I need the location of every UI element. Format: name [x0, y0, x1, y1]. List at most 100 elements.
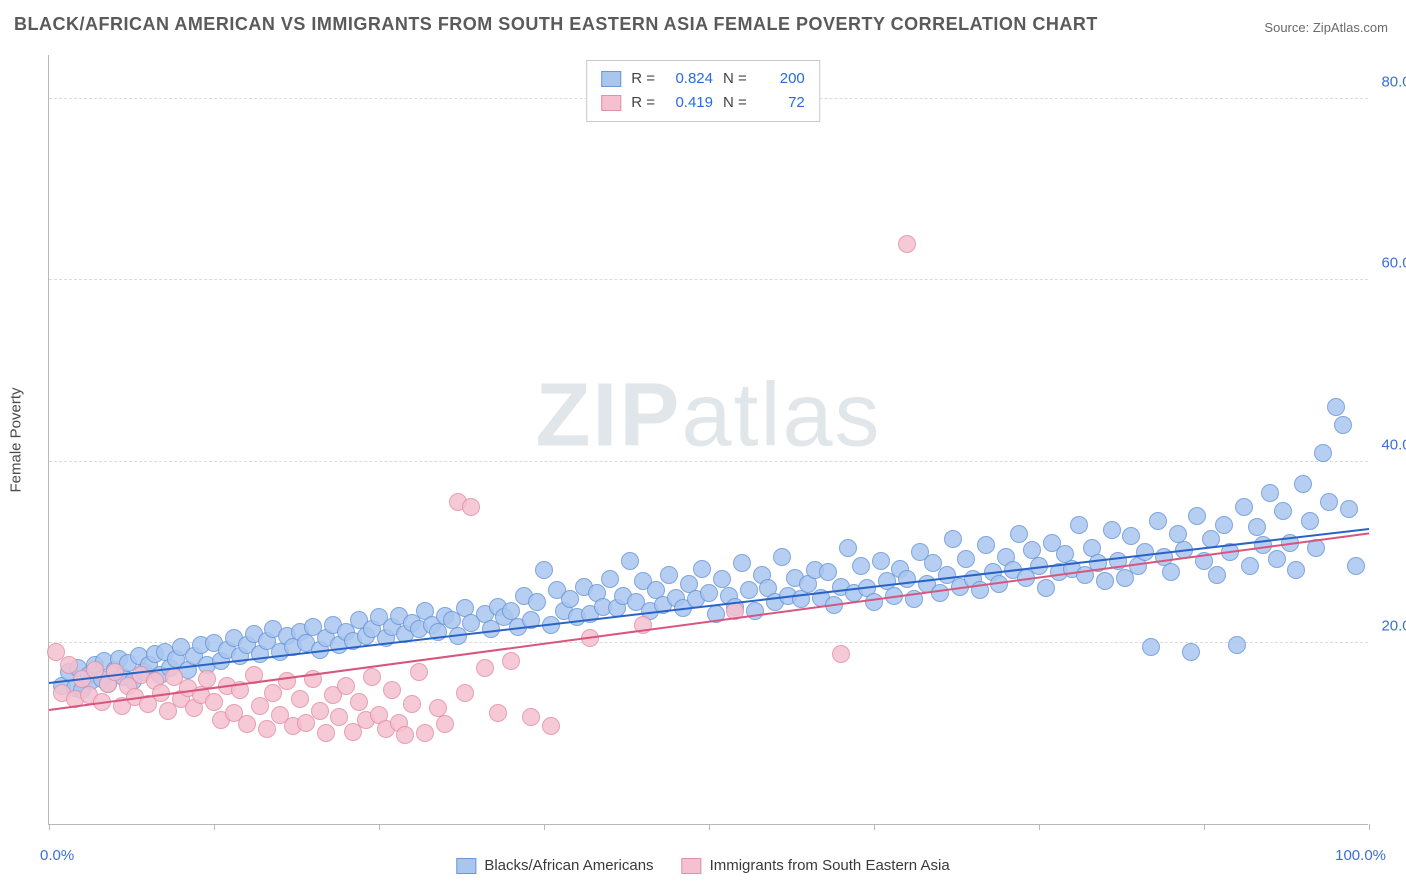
scatter-point-sea [898, 235, 916, 253]
scatter-point-sea [350, 693, 368, 711]
trend-line-sea [49, 532, 1369, 711]
y-axis-label: Female Poverty [8, 387, 25, 492]
scatter-point-sea [462, 498, 480, 516]
scatter-point-sea [429, 699, 447, 717]
chart-title: BLACK/AFRICAN AMERICAN VS IMMIGRANTS FRO… [14, 14, 1098, 35]
scatter-point-sea [238, 715, 256, 733]
scatter-point-sea [106, 663, 124, 681]
scatter-point-blacks [1327, 398, 1345, 416]
legend-stats: R = 0.824 N = 200 R = 0.419 N = 72 [586, 60, 820, 122]
scatter-point-blacks [1294, 475, 1312, 493]
chart-container: BLACK/AFRICAN AMERICAN VS IMMIGRANTS FRO… [0, 0, 1406, 892]
scatter-point-blacks [1261, 484, 1279, 502]
scatter-point-sea [278, 672, 296, 690]
x-tick [1369, 824, 1370, 830]
x-tick [544, 824, 545, 830]
scatter-point-sea [396, 726, 414, 744]
source-attribution: Source: ZipAtlas.com [1264, 20, 1388, 35]
r-label-1: R = [631, 67, 655, 91]
x-tick [1039, 824, 1040, 830]
scatter-point-blacks [1182, 643, 1200, 661]
scatter-point-blacks [865, 593, 883, 611]
legend-item-sea: Immigrants from South Eastern Asia [682, 857, 950, 874]
r-value-2: 0.419 [665, 91, 713, 115]
scatter-point-sea [436, 715, 454, 733]
x-tick [49, 824, 50, 830]
scatter-point-blacks [839, 539, 857, 557]
scatter-point-blacks [872, 552, 890, 570]
scatter-point-blacks [1301, 512, 1319, 530]
trend-line-blacks [49, 528, 1369, 684]
y-tick-label: 20.0% [1381, 617, 1406, 634]
n-label-2: N = [723, 91, 747, 115]
x-tick [709, 824, 710, 830]
scatter-point-blacks [1188, 507, 1206, 525]
scatter-point-blacks [977, 536, 995, 554]
scatter-point-sea [489, 704, 507, 722]
r-value-1: 0.824 [665, 67, 713, 91]
scatter-point-blacks [601, 570, 619, 588]
legend-stats-row-sea: R = 0.419 N = 72 [601, 91, 805, 115]
scatter-point-blacks [1215, 516, 1233, 534]
x-tick [379, 824, 380, 830]
scatter-point-sea [476, 659, 494, 677]
scatter-point-sea [502, 652, 520, 670]
swatch-sea [601, 95, 621, 111]
plot-area: ZIPatlas 20.0%40.0%60.0%80.0% [48, 55, 1368, 825]
swatch-blacks [601, 71, 621, 87]
legend-label-sea: Immigrants from South Eastern Asia [710, 857, 950, 874]
scatter-point-blacks [1149, 512, 1167, 530]
scatter-point-sea [403, 695, 421, 713]
scatter-point-blacks [1037, 579, 1055, 597]
gridline [49, 279, 1368, 280]
scatter-point-sea [317, 724, 335, 742]
scatter-point-blacks [1103, 521, 1121, 539]
scatter-point-blacks [1228, 636, 1246, 654]
n-value-1: 200 [757, 67, 805, 91]
scatter-point-blacks [1162, 563, 1180, 581]
source-name: ZipAtlas.com [1313, 20, 1388, 35]
scatter-point-blacks [713, 570, 731, 588]
scatter-point-blacks [957, 550, 975, 568]
y-tick-label: 80.0% [1381, 74, 1406, 91]
scatter-point-sea [205, 693, 223, 711]
x-tick-label-100: 100.0% [1335, 847, 1386, 864]
scatter-point-sea [383, 681, 401, 699]
scatter-point-blacks [1169, 525, 1187, 543]
x-tick [214, 824, 215, 830]
scatter-point-blacks [1334, 416, 1352, 434]
scatter-point-blacks [528, 593, 546, 611]
y-tick-label: 40.0% [1381, 436, 1406, 453]
scatter-point-blacks [1320, 493, 1338, 511]
scatter-point-sea [258, 720, 276, 738]
gridline [49, 461, 1368, 462]
scatter-point-sea [410, 663, 428, 681]
scatter-point-blacks [700, 584, 718, 602]
scatter-point-sea [330, 708, 348, 726]
swatch-sea-2 [682, 858, 702, 874]
legend-label-blacks: Blacks/African Americans [484, 857, 653, 874]
scatter-point-sea [198, 670, 216, 688]
x-tick [1204, 824, 1205, 830]
scatter-point-blacks [535, 561, 553, 579]
scatter-point-blacks [740, 581, 758, 599]
n-label-1: N = [723, 67, 747, 91]
legend-item-blacks: Blacks/African Americans [456, 857, 653, 874]
scatter-point-sea [251, 697, 269, 715]
scatter-point-sea [542, 717, 560, 735]
r-label-2: R = [631, 91, 655, 115]
scatter-point-blacks [1248, 518, 1266, 536]
y-tick-label: 60.0% [1381, 255, 1406, 272]
n-value-2: 72 [757, 91, 805, 115]
legend-stats-row-blacks: R = 0.824 N = 200 [601, 67, 805, 91]
scatter-point-blacks [1070, 516, 1088, 534]
watermark: ZIPatlas [535, 365, 881, 468]
scatter-point-blacks [1096, 572, 1114, 590]
x-tick [874, 824, 875, 830]
scatter-point-blacks [621, 552, 639, 570]
scatter-point-blacks [1268, 550, 1286, 568]
scatter-point-blacks [1241, 557, 1259, 575]
scatter-point-sea [416, 724, 434, 742]
scatter-point-blacks [733, 554, 751, 572]
scatter-point-blacks [1235, 498, 1253, 516]
